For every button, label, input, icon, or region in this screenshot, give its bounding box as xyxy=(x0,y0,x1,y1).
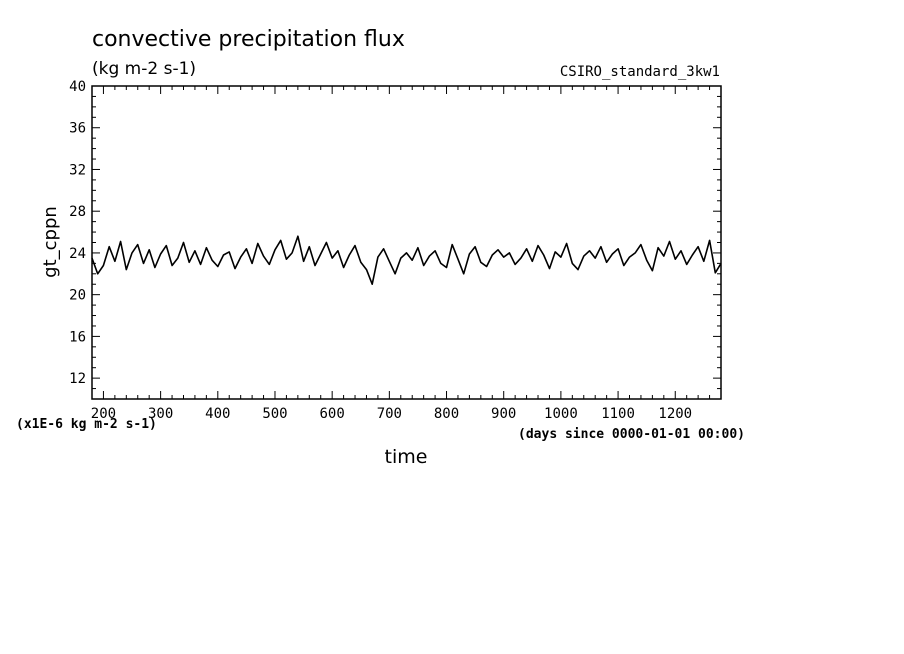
y-tick-label: 24 xyxy=(69,246,86,262)
x-tick-label: 1000 xyxy=(544,406,578,422)
y-tick-label: 12 xyxy=(69,371,86,387)
series-line-gt-cppn xyxy=(91,235,722,285)
x-tick-label: 300 xyxy=(148,406,173,422)
y-scale-note: (x1E-6 kg m-2 s-1) xyxy=(16,417,157,432)
x-tick-label: 700 xyxy=(377,406,402,422)
y-tick-label: 36 xyxy=(69,121,86,137)
x-tick-label: 800 xyxy=(434,406,459,422)
x-tick-label: 900 xyxy=(491,406,516,422)
x-tick-label: 200 xyxy=(91,406,116,422)
y-tick-label: 28 xyxy=(69,204,86,220)
y-tick-label: 32 xyxy=(69,162,86,178)
x-tick-label: 400 xyxy=(205,406,230,422)
y-tick-label: 40 xyxy=(69,79,86,95)
x-axis-label: time xyxy=(385,446,428,468)
chart-units: (kg m-2 s-1) xyxy=(92,59,196,79)
chart-title: convective precipitation flux xyxy=(92,27,405,52)
x-tick-label: 1100 xyxy=(601,406,635,422)
x-axis-units: (days since 0000-01-01 00:00) xyxy=(518,427,745,442)
y-axis-ticks: 12 16 20 24 28 32 36 40 xyxy=(69,79,721,400)
y-tick-label: 20 xyxy=(69,288,86,304)
plot-frame xyxy=(91,85,722,400)
x-tick-label: 500 xyxy=(262,406,287,422)
x-tick-label: 1200 xyxy=(658,406,692,422)
y-axis-label: gt_cppn xyxy=(40,206,61,278)
y-tick-label: 16 xyxy=(69,329,86,345)
x-tick-label: 600 xyxy=(320,406,345,422)
x-axis-ticks: 200 300 400 500 600 700 800 900 1000 1100 1200 xyxy=(91,86,722,422)
dataset-label: CSIRO_standard_3kw1 xyxy=(560,64,720,80)
